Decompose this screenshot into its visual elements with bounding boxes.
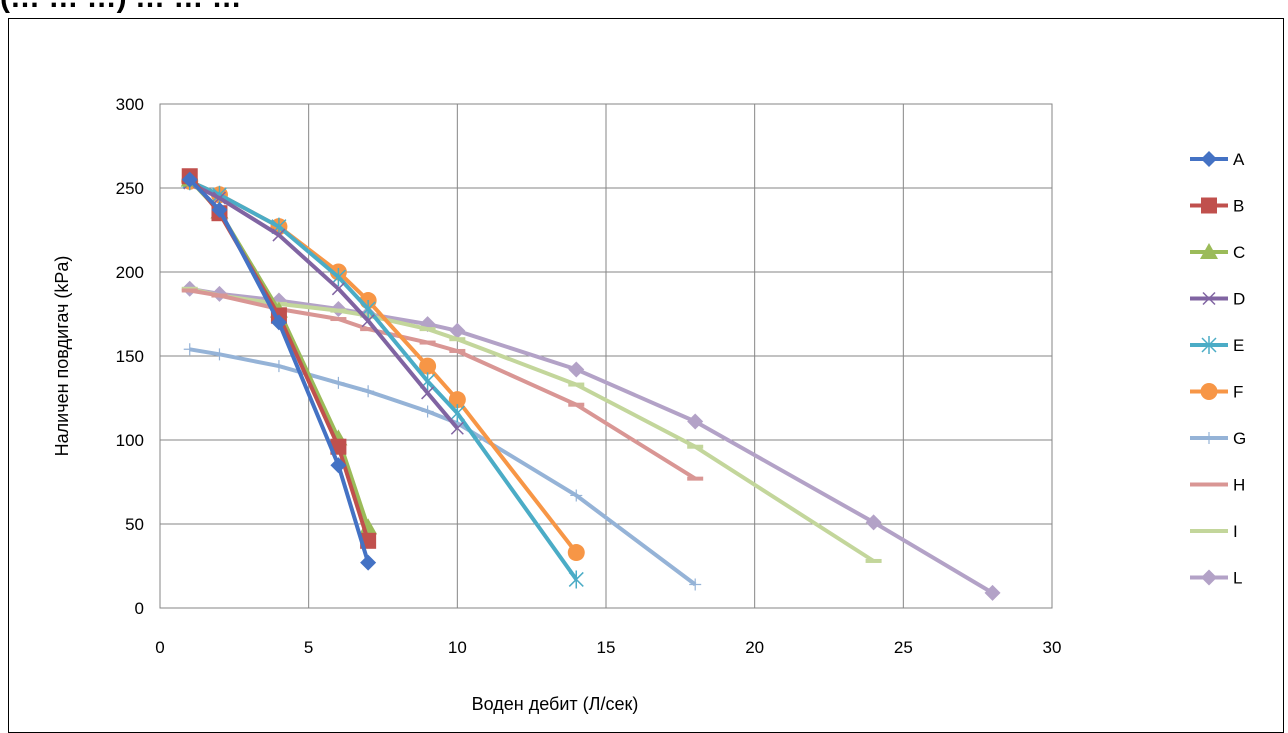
legend-entry-C: C <box>1190 243 1245 262</box>
data-point-A <box>360 555 376 571</box>
legend-entry-H: H <box>1190 476 1245 495</box>
legend-label: F <box>1233 383 1243 402</box>
legend-entry-D: D <box>1190 290 1245 309</box>
y-tick-label: 200 <box>116 263 144 282</box>
x-tick-label: 15 <box>597 638 616 657</box>
y-tick-label: 300 <box>116 95 144 114</box>
data-point-I <box>449 337 465 341</box>
series-L <box>182 281 1001 601</box>
legend-label: L <box>1233 569 1242 588</box>
legend-entry-G: G <box>1190 429 1246 448</box>
legend-marker <box>1201 483 1217 487</box>
legend-label: G <box>1233 429 1246 448</box>
legend-label: I <box>1233 522 1238 541</box>
data-point-H <box>420 341 436 345</box>
legend-marker <box>1201 151 1217 167</box>
legend-entry-I: I <box>1190 522 1238 541</box>
legend-entry-A: A <box>1190 150 1245 169</box>
data-point-H <box>211 294 227 298</box>
y-tick-label: 250 <box>116 179 144 198</box>
data-point-H <box>182 288 198 292</box>
data-point-L <box>568 361 584 377</box>
data-point-I <box>420 327 436 331</box>
x-tick-label: 5 <box>304 638 313 657</box>
y-tick-label: 100 <box>116 431 144 450</box>
x-tick-label: 0 <box>155 638 164 657</box>
x-tick-label: 30 <box>1043 638 1062 657</box>
legend-marker <box>1201 383 1218 400</box>
legend-entry-E: E <box>1190 336 1244 355</box>
y-tick-label: 0 <box>135 599 144 618</box>
data-point-G <box>362 385 374 397</box>
legend-entry-B: B <box>1190 197 1244 216</box>
legend-label: A <box>1233 150 1245 169</box>
legend-marker <box>1203 432 1215 444</box>
x-axis-title: Воден дебит (Л/сек) <box>472 694 639 714</box>
data-point-H <box>687 477 703 481</box>
y-axis-title: Наличен повдигач (kPa) <box>52 256 72 457</box>
x-tick-label: 10 <box>448 638 467 657</box>
legend-label: H <box>1233 476 1245 495</box>
data-point-G <box>422 405 434 417</box>
data-point-G <box>184 343 196 355</box>
x-tick-label: 25 <box>894 638 913 657</box>
data-point-I <box>568 383 584 387</box>
data-point-I <box>687 445 703 449</box>
data-point-H <box>330 317 346 321</box>
data-point-L <box>687 414 703 430</box>
data-point-H <box>449 349 465 353</box>
series-lines <box>181 168 1001 601</box>
legend-entry-F: F <box>1190 383 1243 402</box>
data-point-I <box>330 309 346 313</box>
data-point-H <box>568 403 584 407</box>
data-point-G <box>332 377 344 389</box>
legend-marker <box>1201 198 1217 214</box>
legend-marker <box>1201 529 1217 533</box>
legend-label: E <box>1233 336 1244 355</box>
data-point-I <box>866 559 882 563</box>
x-tick-label: 20 <box>745 638 764 657</box>
data-point-G <box>273 360 285 372</box>
y-tick-label: 150 <box>116 347 144 366</box>
legend-label: C <box>1233 243 1245 262</box>
legend-label: D <box>1233 290 1245 309</box>
series-line-L <box>190 289 993 593</box>
legend: A B C D E F G H I L <box>1190 150 1246 588</box>
legend-label: B <box>1233 197 1244 216</box>
data-point-G <box>213 348 225 360</box>
legend-entry-L: L <box>1190 569 1242 588</box>
y-tick-label: 50 <box>125 515 144 534</box>
data-point-F <box>568 544 585 561</box>
series-F <box>181 173 585 561</box>
legend-marker <box>1201 570 1217 586</box>
